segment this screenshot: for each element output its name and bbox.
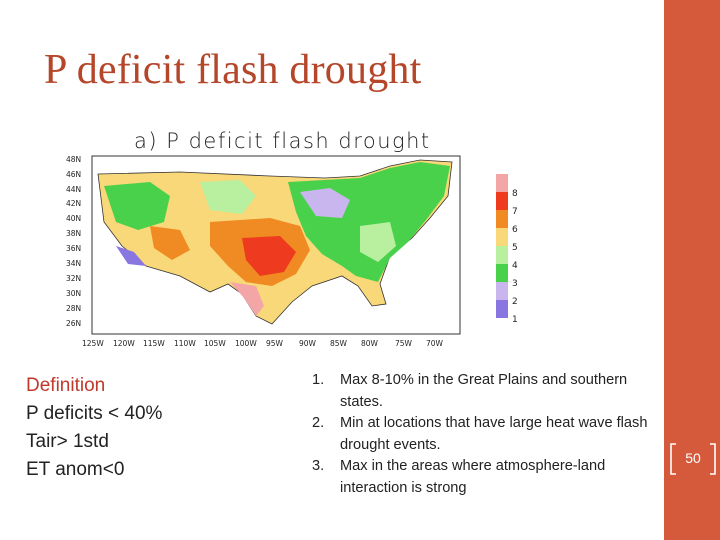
lat-label: 40N [66,214,81,223]
lat-label: 28N [66,304,81,313]
colorbar-label: 6 [512,225,518,235]
lat-label: 42N [66,199,81,208]
definition-line: Tair> 1std [26,431,109,452]
lon-label: 90W [299,339,317,348]
colorbar: 8 7 6 5 4 3 2 1 [496,174,518,325]
lon-label: 75W [395,339,413,348]
lat-label: 34N [66,259,81,268]
lon-label: 110W [174,339,196,348]
lat-label: 26N [66,319,81,328]
definition-line: P deficits < 40% [26,403,163,424]
lat-axis-labels: 48N 46N 44N 42N 40N 38N 36N 34N 32N 30N … [66,155,81,328]
list-number: 1. [312,372,325,388]
list-text: Max in the areas where atmosphere-land i… [340,458,606,496]
page-number: 50 [685,450,701,466]
map-panel-title: a) P deficit flash drought [134,129,431,153]
lat-label: 44N [66,185,81,194]
flash-drought-map: 48N 46N 44N 42N 40N 38N 36N 34N 32N 30N … [66,155,518,348]
lat-label: 38N [66,229,81,238]
page-number-badge: 50 [668,442,718,476]
colorbar-swatch-3 [496,264,508,282]
lon-axis-labels: 125W 120W 115W 110W 105W 100W 95W 90W 85… [82,339,444,348]
lon-label: 85W [330,339,348,348]
lon-label: 105W [204,339,226,348]
lon-label: 80W [361,339,379,348]
colorbar-label: 4 [512,261,518,271]
colorbar-label: 2 [512,297,518,307]
colorbar-label: 3 [512,279,518,289]
colorbar-swatch-7 [496,192,508,210]
lon-label: 120W [113,339,135,348]
list-text: Max 8-10% in the Great Plains and southe… [340,372,628,410]
lat-label: 48N [66,155,81,164]
colorbar-label: 5 [512,243,518,253]
lat-label: 36N [66,244,81,253]
definition-heading: Definition [26,375,106,396]
lat-label: 30N [66,289,81,298]
lon-label: 70W [426,339,444,348]
lat-label: 46N [66,170,81,179]
map-land [97,159,453,325]
bracket-frame-icon [670,443,716,475]
colorbar-label: 1 [512,315,518,325]
colorbar-swatch-4 [496,246,508,264]
list-item: 2. Min at locations that have large heat… [312,413,662,456]
lon-label: 100W [235,339,257,348]
lon-label: 95W [266,339,284,348]
key-points-list: 1. Max 8-10% in the Great Plains and sou… [312,370,662,499]
list-number: 3. [312,458,325,474]
slide-title: P deficit flash drought [44,47,422,93]
list-text: Min at locations that have large heat wa… [340,415,648,453]
colorbar-swatch-8 [496,174,508,192]
list-item: 1. Max 8-10% in the Great Plains and sou… [312,370,662,413]
lat-label: 32N [66,274,81,283]
colorbar-swatch-2 [496,282,508,300]
definition-line: ET anom<0 [26,459,125,480]
colorbar-swatch-6 [496,210,508,228]
list-item: 3. Max in the areas where atmosphere-lan… [312,456,662,499]
colorbar-label: 7 [512,207,518,217]
lon-label: 115W [143,339,165,348]
slide-accent-bar [664,0,720,540]
lon-label: 125W [82,339,104,348]
definition-block: Definition P deficits < 40% Tair> 1std E… [26,372,162,484]
colorbar-swatch-5 [496,228,508,246]
list-number: 2. [312,415,325,431]
colorbar-label: 8 [512,189,518,199]
colorbar-swatch-1 [496,300,508,318]
